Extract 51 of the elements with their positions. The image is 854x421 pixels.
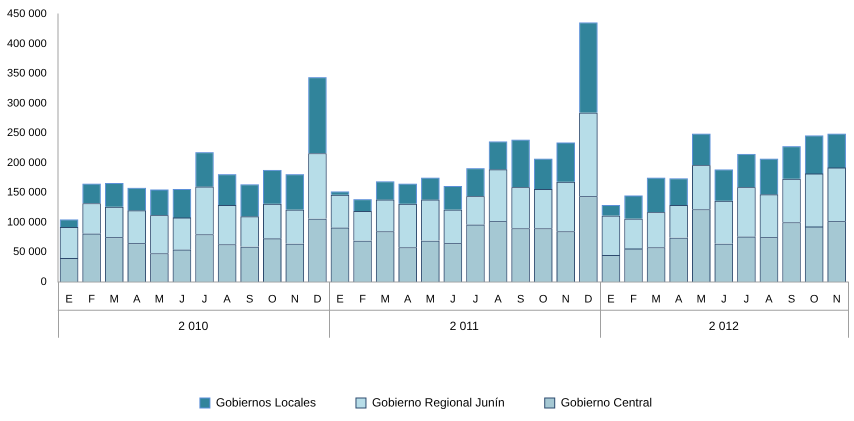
x-tick-label: E <box>607 293 615 306</box>
y-tick-label: 300 000 <box>6 97 47 110</box>
y-tick-label: 50 000 <box>13 246 47 258</box>
x-tick-label: J <box>202 293 208 306</box>
legend-label: Gobierno Regional Junín <box>372 395 505 410</box>
x-tick-label: A <box>133 293 142 306</box>
text: 2 010 <box>178 319 209 334</box>
x-tick-label: J <box>744 293 750 306</box>
y-tick-label: 350 000 <box>6 68 47 80</box>
y-tick-label: 0 <box>40 276 47 288</box>
y-tick-label: 100 000 <box>6 216 47 228</box>
x-tick-label: O <box>268 293 277 306</box>
x-tick-label: M <box>154 293 164 306</box>
x-tick-label: F <box>88 293 96 306</box>
x-tick-label: J <box>721 293 727 306</box>
x-tick-label: D <box>584 293 592 306</box>
x-tick-label: A <box>404 293 412 306</box>
y-tick-label: 150 000 <box>6 186 47 199</box>
x-tick-label: A <box>223 293 232 306</box>
x-tick-label: O <box>538 293 548 306</box>
x-tick-label: M <box>652 293 661 306</box>
x-tick-label: A <box>674 293 683 306</box>
x-tick-label: M <box>110 293 119 306</box>
x-tick-label: M <box>426 293 435 306</box>
y-tick-label: 200 000 <box>6 156 47 169</box>
y-tick-label: 250 000 <box>6 127 47 140</box>
x-tick-label: M <box>696 293 706 306</box>
y-tick-label: 450 000 <box>6 8 47 20</box>
x-tick-label: F <box>359 293 366 306</box>
x-tick-label: J <box>450 293 456 306</box>
x-tick-label: E <box>65 293 73 306</box>
x-tick-label: S <box>246 293 254 306</box>
x-tick-label: F <box>630 293 638 306</box>
x-tick-label: E <box>336 293 344 306</box>
x-tick-label: N <box>290 293 299 306</box>
y-tick-label: 400 000 <box>6 38 47 50</box>
x-tick-label: A <box>765 293 774 306</box>
x-tick-label: S <box>516 293 524 306</box>
x-tick-label: J <box>472 293 478 306</box>
x-tick-label: J <box>179 293 185 306</box>
text: 2 011 <box>450 319 480 334</box>
x-tick-label: D <box>313 293 322 306</box>
x-tick-label: N <box>832 293 841 306</box>
x-tick-label: N <box>562 293 570 306</box>
legend-label: Gobiernos Locales <box>216 395 316 410</box>
x-tick-label: O <box>810 293 819 306</box>
legend-label: Gobierno Central <box>560 395 652 410</box>
x-tick-label: M <box>380 293 390 306</box>
x-tick-label: A <box>494 293 502 306</box>
x-tick-label: S <box>788 293 796 306</box>
text: 2 012 <box>708 319 740 334</box>
